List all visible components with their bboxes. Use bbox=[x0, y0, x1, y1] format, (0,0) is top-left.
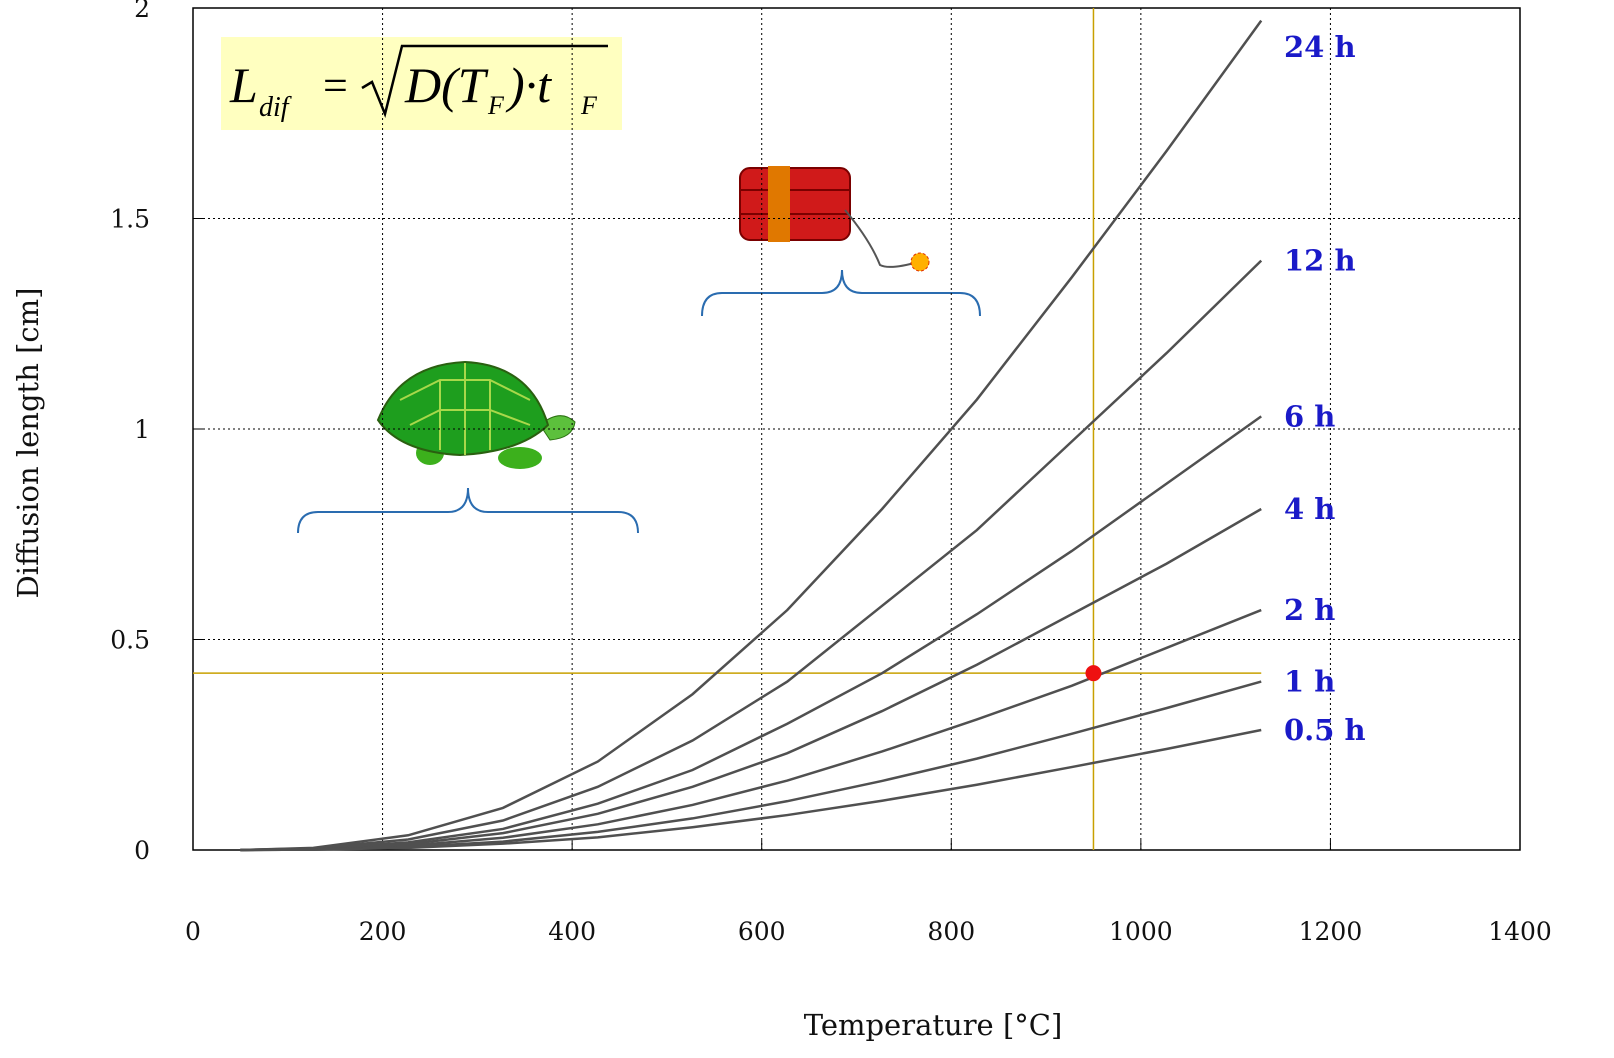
x-tick-label: 200 bbox=[359, 917, 407, 946]
series-label: 4 h bbox=[1284, 492, 1335, 526]
series-line bbox=[240, 608, 1262, 852]
marker-point bbox=[1085, 665, 1102, 682]
series-label: 6 h bbox=[1284, 399, 1335, 433]
y-tick-label: 1 bbox=[134, 415, 150, 444]
formula-sub: F bbox=[580, 91, 598, 120]
series-line bbox=[240, 259, 1263, 852]
formula-sub: F bbox=[487, 91, 505, 120]
series-label: 12 h bbox=[1284, 244, 1356, 278]
series-line bbox=[240, 728, 1262, 852]
turtle-icon bbox=[376, 360, 576, 469]
sqrt-sign bbox=[361, 44, 608, 119]
x-tick-label: 0 bbox=[185, 917, 201, 946]
formula-box bbox=[221, 37, 622, 130]
x-tick-label: 1000 bbox=[1109, 917, 1173, 946]
y-tick-label: 2 bbox=[134, 0, 150, 23]
formula-lhs: L bbox=[229, 57, 258, 113]
y-tick-label: 0 bbox=[134, 836, 150, 865]
y-tick-label: 0.5 bbox=[110, 626, 150, 655]
x-tick-label: 600 bbox=[738, 917, 786, 946]
x-tick-label: 1400 bbox=[1488, 917, 1552, 946]
series-label: 0.5 h bbox=[1284, 713, 1366, 747]
series-label: 1 h bbox=[1284, 665, 1335, 699]
x-tick-label: 400 bbox=[548, 917, 596, 946]
y-axis-title: Diffusion length [cm] bbox=[11, 288, 45, 599]
dynamite-icon bbox=[739, 166, 930, 272]
formula-eq: = bbox=[323, 61, 348, 110]
y-tick-label: 1.5 bbox=[110, 205, 150, 234]
formula: L dif = D(T F )·t F bbox=[229, 44, 608, 123]
series-label: 24 h bbox=[1284, 30, 1356, 64]
brace bbox=[297, 487, 639, 534]
x-tick-label: 800 bbox=[927, 917, 975, 946]
formula-sub: dif bbox=[259, 92, 292, 123]
formula-rhs2: )·t bbox=[505, 57, 552, 113]
formula-rhs1: D(T bbox=[404, 57, 489, 113]
x-axis-title: Temperature [°C] bbox=[804, 1008, 1063, 1042]
series-line bbox=[240, 19, 1263, 852]
plot-frame bbox=[192, 7, 1521, 851]
series-line bbox=[240, 415, 1262, 852]
series-label: 2 h bbox=[1284, 593, 1335, 627]
series-line bbox=[240, 507, 1262, 852]
brace bbox=[701, 269, 981, 317]
x-tick-label: 1200 bbox=[1299, 917, 1363, 946]
